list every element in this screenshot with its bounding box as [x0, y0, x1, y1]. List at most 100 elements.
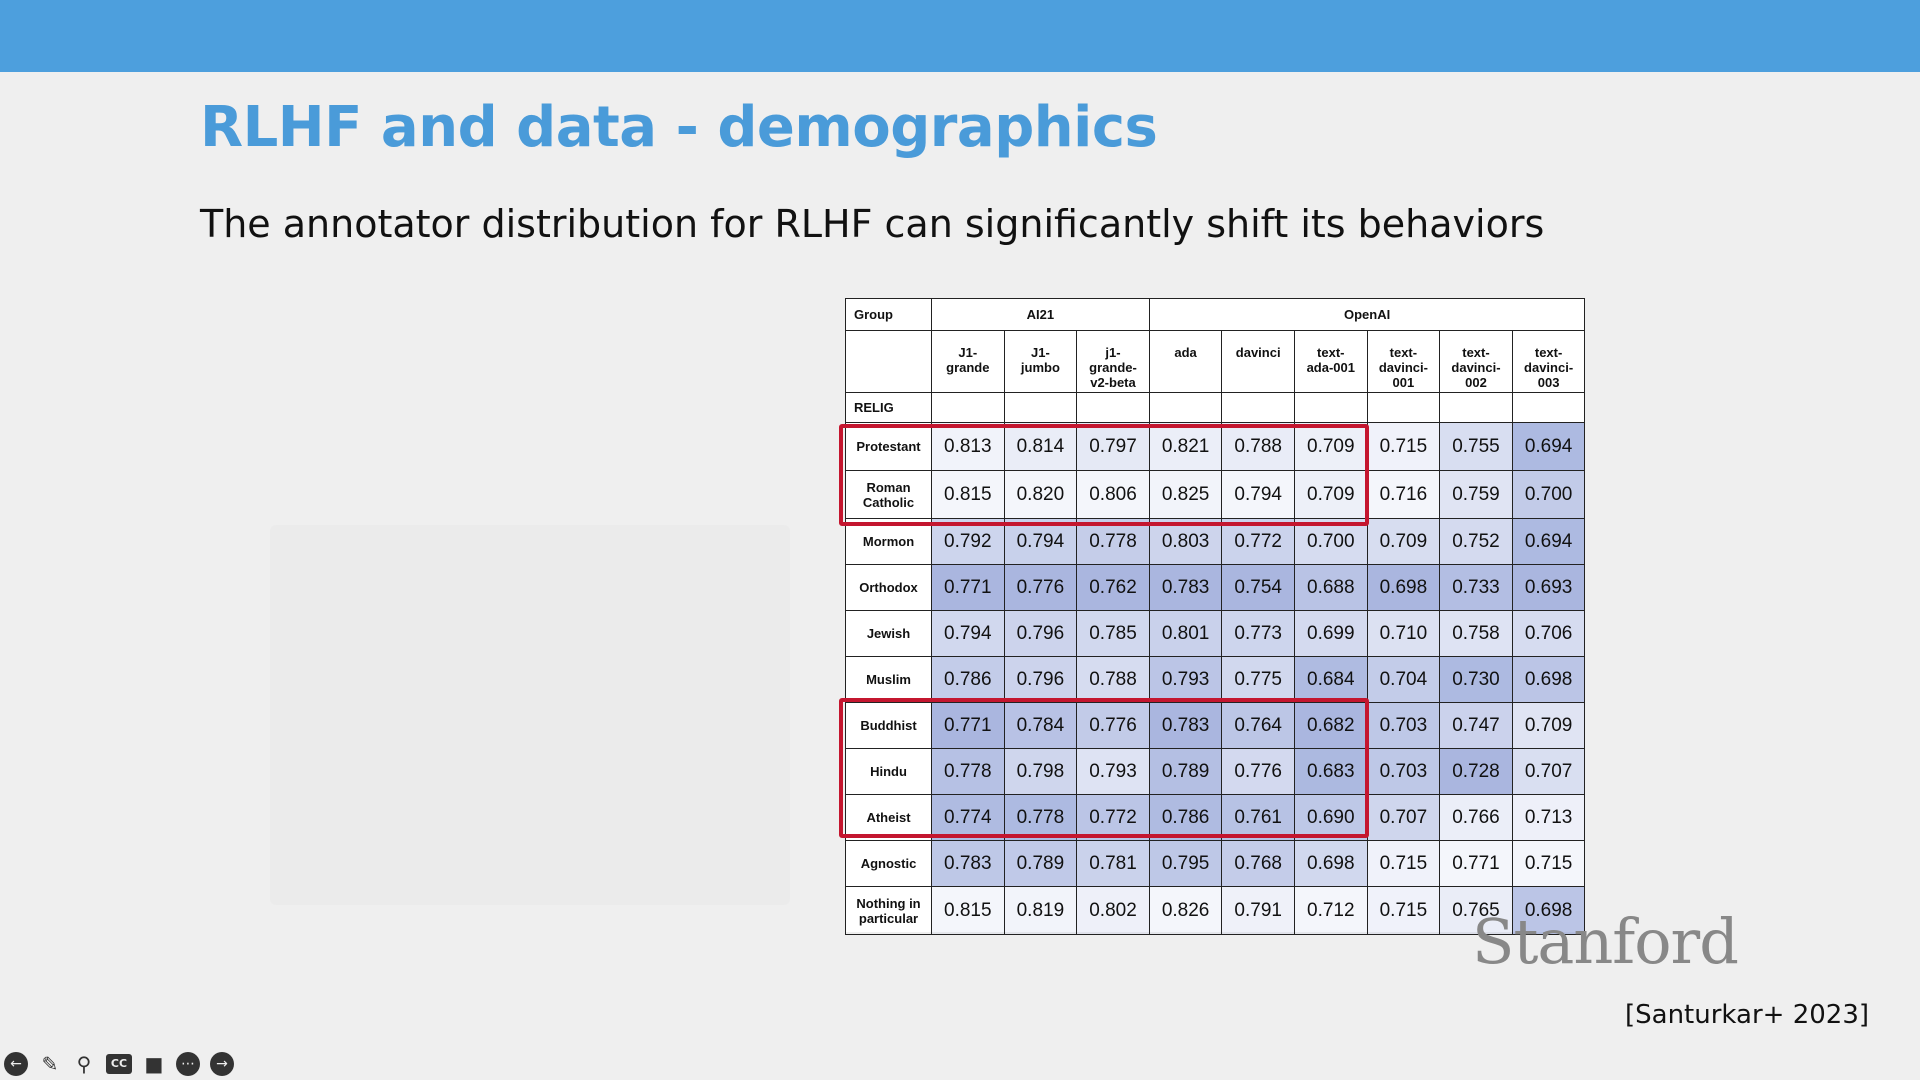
section-label: RELIG	[845, 392, 932, 423]
header-text-line: text-	[1534, 345, 1563, 360]
empty-cell	[1148, 392, 1223, 423]
model-header: J1- grande	[931, 330, 1005, 393]
value-cell: 0.771	[931, 702, 1005, 749]
value-cell: 0.784	[1003, 702, 1078, 749]
value-cell: 0.793	[1148, 656, 1223, 703]
section-row: RELIG	[845, 392, 1586, 423]
value-cell: 0.781	[1076, 840, 1150, 887]
value-cell: 0.765	[1439, 886, 1513, 935]
value-cell: 0.704	[1366, 656, 1441, 703]
more-icon[interactable]: ⋯	[176, 1052, 200, 1076]
slide-subtitle: The annotator distribution for RLHF can …	[200, 202, 1545, 246]
header-text-line: davinci	[1235, 345, 1281, 360]
value-cell: 0.761	[1221, 794, 1295, 841]
org-header: AI21	[931, 298, 1150, 331]
top-accent-bar	[0, 0, 1920, 72]
results-table: Group AI21 OpenAI J1- grande J1- jumbo j1- grand…	[845, 298, 1586, 935]
header-text-line: text-	[1462, 345, 1490, 360]
background-ghost-image	[270, 525, 790, 905]
value-cell: 0.694	[1511, 422, 1586, 471]
value-cell: 0.709	[1511, 702, 1586, 749]
org-header: OpenAI	[1148, 298, 1586, 331]
header-text-line: Roman	[866, 479, 911, 495]
value-cell: 0.766	[1439, 794, 1513, 841]
value-cell: 0.795	[1148, 840, 1223, 887]
stanford-logo: Stanford	[1472, 905, 1739, 978]
value-cell: 0.730	[1439, 656, 1513, 703]
model-header-row: J1- grande J1- jumbo j1- grande-v2-beta ada dav…	[845, 330, 1586, 393]
table-row: Mormon 0.792 0.794 0.778 0.803 0.772 0.700 0.70…	[845, 518, 1586, 565]
value-cell: 0.755	[1439, 422, 1513, 471]
row-label: Jewish	[845, 610, 932, 657]
value-cell: 0.684	[1293, 656, 1368, 703]
row-label: Nothing in particular	[845, 886, 932, 935]
table-row: Roman Catholic 0.815 0.820 0.806 0.825 0.794 0.…	[845, 470, 1586, 519]
header-text-line: J1-	[958, 345, 978, 360]
value-cell: 0.789	[1148, 748, 1223, 795]
empty-cell	[1439, 392, 1513, 423]
header-text-line: grande-	[1089, 360, 1137, 375]
value-cell: 0.698	[1293, 840, 1368, 887]
model-header: text-davinci- 002	[1439, 330, 1513, 393]
header-text-line: grande	[946, 360, 990, 375]
zoom-icon[interactable]: ⚲	[76, 1052, 92, 1076]
header-text-line: v2-beta	[1090, 375, 1136, 390]
highlight-box-top	[839, 424, 1369, 526]
value-cell: 0.776	[1003, 564, 1078, 611]
value-cell: 0.820	[1003, 470, 1078, 519]
value-cell: 0.792	[931, 518, 1005, 565]
value-cell: 0.707	[1366, 794, 1441, 841]
value-cell: 0.789	[1003, 840, 1078, 887]
value-cell: 0.821	[1148, 422, 1223, 471]
value-cell: 0.797	[1076, 422, 1150, 471]
value-cell: 0.752	[1439, 518, 1513, 565]
value-cell: 0.703	[1366, 748, 1441, 795]
value-cell: 0.706	[1511, 610, 1586, 657]
table-row: Muslim 0.786 0.796 0.788 0.793 0.775 0.684 0.70…	[845, 656, 1586, 703]
row-label: Muslim	[845, 656, 932, 703]
row-label: Orthodox	[845, 564, 932, 611]
value-cell: 0.793	[1076, 748, 1150, 795]
value-cell: 0.771	[1439, 840, 1513, 887]
value-cell: 0.783	[931, 840, 1005, 887]
value-cell: 0.819	[1003, 886, 1078, 935]
group-header: Group	[845, 298, 932, 331]
forward-icon[interactable]: →	[210, 1052, 234, 1076]
value-cell: 0.694	[1511, 518, 1586, 565]
row-label: Roman Catholic	[845, 470, 932, 519]
value-cell: 0.733	[1439, 564, 1513, 611]
empty-cell	[931, 392, 1005, 423]
org-header-row: Group AI21 OpenAI	[845, 298, 1586, 331]
value-cell: 0.825	[1148, 470, 1223, 519]
value-cell: 0.713	[1511, 794, 1586, 841]
header-text-line: ada-001	[1306, 360, 1355, 375]
model-header: text-davinci- 001	[1366, 330, 1441, 393]
value-cell: 0.778	[931, 748, 1005, 795]
value-cell: 0.794	[931, 610, 1005, 657]
value-cell: 0.754	[1221, 564, 1295, 611]
row-label: Agnostic	[845, 840, 932, 887]
header-text-line: Nothing in	[856, 895, 921, 911]
header-text-line: text-	[1389, 345, 1418, 360]
value-cell: 0.786	[931, 656, 1005, 703]
table-row: Orthodox 0.771 0.776 0.762 0.783 0.754 0.688 0.…	[845, 564, 1586, 611]
model-header: ada	[1148, 330, 1223, 393]
value-cell: 0.759	[1439, 470, 1513, 519]
value-cell: 0.815	[931, 470, 1005, 519]
value-cell: 0.703	[1366, 702, 1441, 749]
back-icon[interactable]: ←	[4, 1052, 28, 1076]
camera-icon[interactable]: ■	[144, 1052, 164, 1076]
row-label: Buddhist	[845, 702, 932, 749]
value-cell: 0.715	[1366, 886, 1441, 935]
blank-header-cell	[845, 330, 932, 393]
value-cell: 0.682	[1293, 702, 1368, 749]
row-label: Hindu	[845, 748, 932, 795]
pen-icon[interactable]: ✎	[41, 1052, 59, 1076]
value-cell: 0.715	[1366, 840, 1441, 887]
value-cell: 0.786	[1148, 794, 1223, 841]
value-cell: 0.764	[1221, 702, 1295, 749]
value-cell: 0.774	[931, 794, 1005, 841]
captions-icon[interactable]: CC	[106, 1054, 132, 1074]
value-cell: 0.778	[1076, 518, 1150, 565]
value-cell: 0.707	[1511, 748, 1586, 795]
